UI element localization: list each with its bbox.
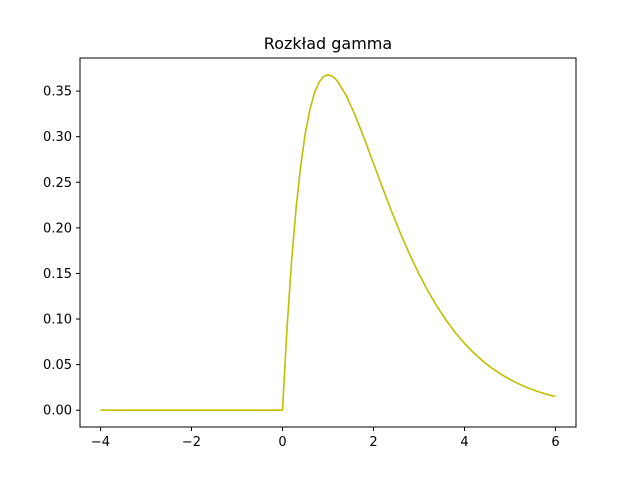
series-line <box>100 73 556 412</box>
y-tick-label: 0.25 <box>43 176 72 191</box>
x-tick-label: 4 <box>460 435 468 450</box>
x-tick-label: 2 <box>369 435 377 450</box>
y-tick-label: 0.00 <box>43 404 72 419</box>
series-layer <box>100 73 556 412</box>
plot-area-frame <box>79 57 577 428</box>
chart-title: Rozkład gamma <box>264 34 392 53</box>
y-tick-label: 0.15 <box>43 267 72 282</box>
x-tick-label: 6 <box>551 435 559 450</box>
y-tick-label: 0.05 <box>43 358 72 373</box>
x-tick-label: 0 <box>278 435 286 450</box>
x-axis: −4 −2 0 2 4 6 <box>91 427 560 450</box>
y-axis: 0.00 0.05 0.10 0.15 0.20 0.25 0.30 0.35 <box>43 85 80 419</box>
x-tick-label: −2 <box>182 435 201 450</box>
y-tick-label: 0.30 <box>43 130 72 145</box>
y-tick-label: 0.20 <box>43 221 72 236</box>
y-tick-label: 0.10 <box>43 313 72 328</box>
y-tick-label: 0.35 <box>43 85 72 100</box>
x-tick-label: −4 <box>91 435 110 450</box>
